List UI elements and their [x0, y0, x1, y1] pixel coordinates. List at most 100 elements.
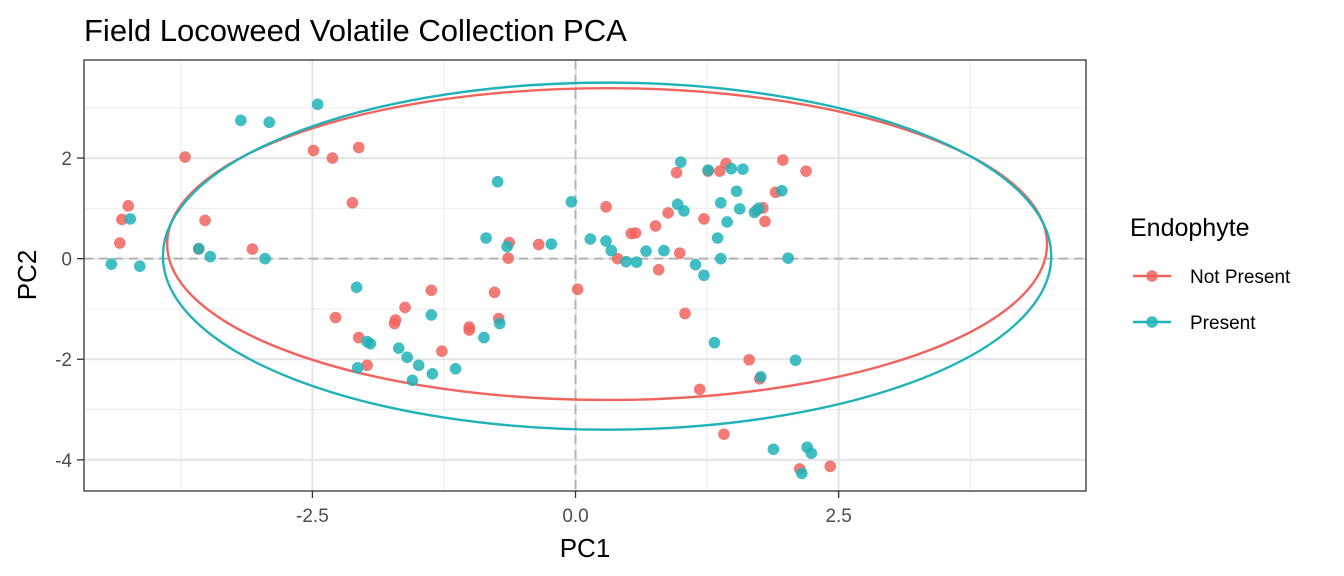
legend: Endophyte Not Present Present	[1130, 214, 1291, 334]
data-point	[662, 207, 674, 219]
data-point	[679, 307, 691, 320]
data-point	[708, 336, 721, 349]
data-point	[698, 269, 710, 282]
data-point	[425, 309, 438, 321]
data-point	[670, 166, 683, 179]
data-point	[789, 354, 802, 367]
data-point	[426, 368, 439, 380]
data-point	[351, 361, 364, 374]
data-point	[600, 201, 612, 213]
data-point	[796, 467, 808, 480]
x-tick-label: 0.0	[562, 506, 588, 527]
data-point	[488, 286, 501, 299]
y-tick-label: -2	[55, 350, 72, 371]
data-point	[501, 240, 513, 253]
data-point	[502, 252, 514, 264]
data-point	[730, 185, 743, 198]
y-tick-label: 0	[61, 250, 72, 271]
chart-title: Field Locoweed Volatile Collection PCA	[84, 13, 627, 48]
data-point	[800, 165, 812, 177]
data-point	[689, 258, 702, 271]
data-point	[480, 232, 492, 244]
data-point	[401, 351, 413, 364]
data-point	[493, 317, 506, 330]
data-point	[678, 205, 690, 217]
data-point	[605, 244, 618, 257]
legend-title: Endophyte	[1130, 214, 1250, 242]
data-point	[307, 144, 320, 157]
data-point	[725, 162, 738, 175]
data-point	[752, 202, 765, 215]
data-point	[113, 237, 126, 249]
data-point	[192, 242, 205, 255]
data-point	[702, 164, 714, 176]
confidence-ellipse	[165, 86, 1049, 402]
y-axis-ticks: -4 -2 0 2	[55, 149, 84, 472]
data-point	[179, 151, 191, 163]
data-point	[776, 184, 788, 197]
x-axis-title: PC1	[560, 533, 611, 563]
x-axis-ticks: -2.5 0.0 2.5	[296, 491, 852, 527]
data-point	[246, 243, 259, 255]
data-point	[711, 232, 724, 244]
data-points	[105, 98, 837, 480]
data-point	[545, 238, 558, 250]
data-point	[721, 216, 733, 228]
data-point	[361, 359, 373, 372]
legend-label: Not Present	[1190, 267, 1291, 288]
data-point	[364, 337, 377, 350]
data-point	[532, 238, 545, 251]
data-point	[326, 152, 339, 164]
data-point	[698, 213, 710, 225]
data-point	[652, 263, 665, 276]
legend-label: Present	[1190, 313, 1256, 334]
data-point	[352, 141, 365, 154]
data-point	[759, 215, 771, 228]
data-point	[133, 260, 146, 272]
data-point	[658, 244, 670, 257]
y-axis-title: PC2	[12, 250, 42, 301]
data-point	[767, 443, 780, 456]
data-point	[565, 196, 578, 208]
reference-lines	[84, 60, 1086, 491]
confidence-ellipse	[161, 81, 1053, 431]
data-point	[350, 281, 363, 294]
data-point	[491, 175, 504, 188]
data-point	[412, 359, 425, 372]
data-point	[311, 98, 324, 111]
y-tick-label: 2	[61, 149, 72, 170]
data-point	[406, 374, 419, 387]
x-tick-label: 2.5	[825, 506, 851, 527]
plot-panel	[84, 60, 1086, 491]
data-point	[782, 252, 794, 264]
data-point	[733, 203, 746, 215]
data-point	[600, 235, 612, 247]
data-point	[620, 255, 632, 268]
data-point	[263, 116, 276, 129]
data-point	[116, 213, 128, 226]
data-point	[122, 200, 135, 212]
data-point	[714, 197, 727, 209]
data-point	[754, 371, 767, 383]
legend-items: Not Present Present	[1133, 267, 1291, 334]
data-point	[640, 245, 652, 257]
data-point	[718, 428, 730, 440]
data-point	[571, 283, 584, 296]
data-point	[714, 252, 727, 265]
data-point	[478, 331, 490, 344]
data-point	[649, 220, 662, 232]
data-point	[630, 256, 643, 268]
data-point	[329, 311, 342, 324]
data-point	[199, 214, 211, 227]
data-point	[693, 383, 706, 396]
data-point	[436, 345, 448, 357]
data-point	[737, 163, 749, 175]
data-point	[743, 353, 755, 366]
data-point	[389, 314, 402, 326]
legend-key-point	[1146, 316, 1158, 328]
plot-panel-border	[83, 59, 1087, 492]
data-point	[463, 321, 476, 333]
data-point	[346, 197, 359, 209]
y-tick-label: -4	[55, 451, 72, 472]
